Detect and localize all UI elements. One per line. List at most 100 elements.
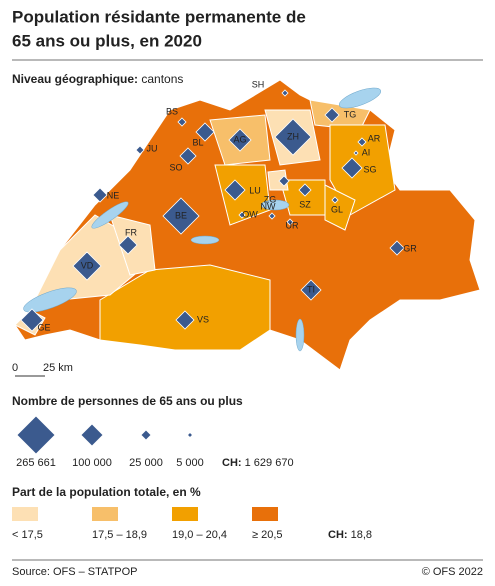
- diamond: [72, 251, 102, 281]
- diamond: [80, 423, 104, 447]
- diamond: [357, 137, 367, 147]
- canton-label: NE: [107, 190, 120, 200]
- title: 65 ans ou plus, en 2020: [12, 31, 202, 50]
- canton-label: SO: [169, 162, 182, 172]
- canton-label: VD: [81, 260, 94, 270]
- canton-label: UR: [286, 220, 299, 230]
- canton-label: GR: [403, 243, 417, 253]
- region: [214, 164, 271, 226]
- canton-label: BL: [192, 137, 203, 147]
- diamond: [341, 157, 363, 179]
- canton-label: AG: [233, 134, 246, 144]
- share-legend-title: Part de la population totale, en %: [12, 485, 201, 499]
- diamond: [268, 212, 276, 220]
- canton-label: NW: [261, 201, 276, 211]
- region: [329, 124, 396, 216]
- diamond: [162, 197, 200, 235]
- canton-label: LU: [249, 185, 261, 195]
- canton-label: SG: [363, 164, 376, 174]
- region: [324, 184, 356, 231]
- total-value: 1 629 670: [245, 457, 294, 469]
- diamond: [135, 145, 145, 155]
- diamond: [179, 147, 197, 165]
- size-label: 265 661: [16, 457, 56, 469]
- canton-label: ZH: [287, 131, 299, 141]
- source: Source: OFS – STATPOP: [12, 566, 138, 578]
- lake: [190, 235, 220, 245]
- size-total: CH: 1 629 670: [222, 457, 294, 469]
- canton-label: SH: [252, 79, 265, 89]
- lake: [295, 318, 305, 352]
- title: Population résidante permanente de: [12, 7, 306, 26]
- region: [99, 264, 271, 351]
- lake: [338, 87, 382, 109]
- copyright: © OFS 2022: [422, 566, 483, 578]
- lake: [23, 287, 77, 313]
- lakes: [23, 87, 382, 352]
- canton-label: FR: [125, 227, 137, 237]
- size-label: 5 000: [176, 457, 204, 469]
- total-value: 18,8: [351, 529, 372, 541]
- diamond: [175, 310, 195, 330]
- class-label: 19,0 – 20,4: [172, 529, 227, 541]
- diamond: [118, 235, 138, 255]
- canton-label: SZ: [299, 199, 311, 209]
- diamond: [177, 117, 187, 127]
- diamond: [353, 150, 359, 156]
- canton-label: AR: [368, 133, 381, 143]
- diamond: [281, 89, 289, 97]
- total-label: CH:: [222, 457, 242, 469]
- diamond: [274, 118, 312, 156]
- canton-label: GE: [37, 322, 50, 332]
- diamond: [300, 279, 322, 301]
- size-legend: 265 661 100 000 25 000 5 000: [16, 415, 204, 469]
- canton-label: JU: [147, 143, 158, 153]
- diamond: [228, 128, 252, 152]
- diamond: [324, 107, 340, 123]
- swatch: [92, 507, 118, 521]
- class-label: ≥ 20,5: [252, 529, 283, 541]
- swatch: [12, 507, 38, 521]
- diamond: [20, 308, 44, 332]
- diamond: [186, 431, 194, 439]
- swatch: [252, 507, 278, 521]
- diamond: [331, 196, 339, 204]
- diamond: [140, 429, 152, 441]
- diamond: [389, 240, 405, 256]
- canton-label: OW: [242, 209, 258, 219]
- canton-label: ZG: [264, 194, 277, 204]
- diamond: [224, 179, 246, 201]
- share-legend: < 17,5 17,5 – 18,9 19,0 – 20,4 ≥ 20,5: [12, 507, 283, 541]
- level: Niveau géographique: cantons: [12, 72, 183, 86]
- canton-label: GL: [331, 204, 343, 214]
- level-value: cantons: [141, 72, 183, 86]
- diamond: [16, 415, 56, 455]
- map: [14, 79, 481, 371]
- canton-label: TI: [307, 284, 315, 294]
- total-label: CH:: [328, 529, 348, 541]
- canton-label: BS: [166, 106, 178, 116]
- diamond: [298, 183, 312, 197]
- canton-label: BE: [175, 210, 187, 220]
- diamond: [286, 218, 294, 226]
- diamond: [195, 122, 215, 142]
- size-label: 25 000: [129, 457, 163, 469]
- class-label: 17,5 – 18,9: [92, 529, 147, 541]
- scale-end: 25 km: [43, 362, 73, 374]
- share-total: CH: 18,8: [328, 529, 372, 541]
- lake: [260, 199, 290, 211]
- diamond: [278, 175, 290, 187]
- diamond: [238, 211, 246, 219]
- size-legend-title: Nombre de personnes de 65 ans ou plus: [12, 394, 243, 408]
- scale-start: 0: [12, 362, 18, 374]
- size-label: 100 000: [72, 457, 112, 469]
- lake: [91, 201, 129, 229]
- swatch: [172, 507, 198, 521]
- level-label: Niveau géographique:: [12, 72, 138, 86]
- canton-label: AI: [362, 147, 371, 157]
- class-label: < 17,5: [12, 529, 43, 541]
